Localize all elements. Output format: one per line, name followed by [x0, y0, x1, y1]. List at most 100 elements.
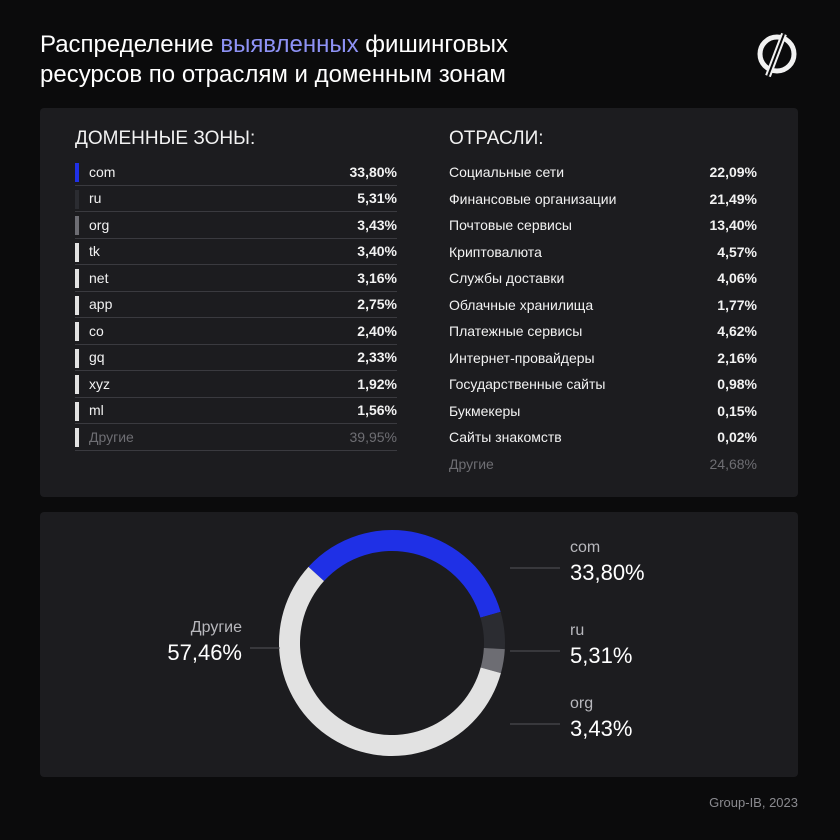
domain-name: ml [89, 402, 104, 419]
row-indicator [75, 216, 79, 235]
title-text: ресурсов по отраслям и доменным зонам [40, 61, 506, 88]
domain-row: gq 2,33% [75, 345, 397, 371]
domain-share: 3,43% [357, 216, 397, 233]
source: Group-IB, 2023 [709, 795, 798, 810]
domain-name: xyz [89, 375, 110, 392]
row-indicator [75, 375, 79, 394]
domain-row: xyz 1,92% [75, 371, 397, 398]
industry-share: 2,16% [717, 349, 757, 366]
row-indicator [75, 428, 79, 447]
title: Распределение выявленных фишинговых ресу… [40, 30, 508, 90]
slice-value: 5,31% [570, 643, 632, 668]
slice-label: Другие [191, 619, 242, 636]
industry-row: Государственные сайты 0,98% [449, 371, 757, 398]
domain-name: tk [89, 243, 100, 260]
title-text: фишинговых [365, 31, 508, 58]
industry-name: Платежные сервисы [449, 323, 583, 340]
row-indicator [75, 401, 79, 421]
title-text: Распределение [40, 31, 214, 58]
title-highlight: выявленных [220, 31, 359, 58]
industry-share: 21,49% [709, 190, 757, 207]
domain-row: app 2,75% [75, 292, 397, 318]
industry-share: 0,02% [717, 429, 757, 446]
domain-name: app [89, 296, 113, 313]
domain-row: org 3,43% [75, 212, 397, 239]
row-indicator [75, 295, 79, 315]
industry-row: Финансовые организации 21,49% [449, 186, 757, 213]
industry-name: Интернет-провайдеры [449, 349, 595, 366]
domain-share: 2,33% [357, 349, 397, 366]
donut-segment [480, 611, 506, 650]
slice-value: 33,80% [570, 560, 645, 585]
donut-segment [480, 648, 505, 674]
industry-share: 22,09% [709, 164, 757, 181]
domain-share: 33,80% [349, 163, 397, 180]
slice-value: 57,46% [167, 640, 242, 665]
row-indicator [75, 269, 79, 288]
industry-row: Другие 24,68% [449, 451, 757, 478]
industry-name: Криптовалюта [449, 243, 542, 260]
domain-row: co 2,40% [75, 318, 397, 345]
domain-share: 3,40% [357, 243, 397, 260]
logo [757, 32, 797, 78]
row-indicator [75, 242, 79, 262]
domain-name: net [89, 269, 109, 286]
domain-row: Другие 39,95% [75, 424, 397, 451]
industry-row: Интернет-провайдеры 2,16% [449, 345, 757, 372]
row-indicator [75, 163, 79, 182]
row-indicator [75, 322, 79, 341]
row-indicator [75, 189, 79, 209]
industry-name: Финансовые организации [449, 190, 617, 207]
slice-label: org [570, 695, 593, 712]
industry-name: Почтовые сервисы [449, 217, 572, 234]
industry-row: Букмекеры 0,15% [449, 398, 757, 425]
industry-share: 13,40% [709, 217, 757, 234]
industry-name: Облачные хранилища [449, 296, 594, 313]
industry-share: 4,62% [717, 323, 757, 340]
domain-name: org [89, 216, 110, 233]
industry-row: Службы доставки 4,06% [449, 265, 757, 292]
domain-share: 1,56% [357, 402, 397, 419]
chart-panel: com 33,80% ru 5,31% org 3,43% Другие 57,46% [40, 512, 798, 777]
domain-row: net 3,16% [75, 265, 397, 292]
industry-share: 1,77% [717, 296, 757, 313]
industry-row: Почтовые сервисы 13,40% [449, 212, 757, 239]
slice-value: 3,43% [570, 716, 632, 741]
domain-row: com 33,80% [75, 159, 397, 186]
industries-heading: ОТРАСЛИ: [449, 128, 544, 149]
domain-name: Другие [89, 428, 134, 445]
domain-share: 2,75% [357, 296, 397, 313]
domain-row: ru 5,31% [75, 186, 397, 212]
industry-name: Букмекеры [449, 402, 521, 419]
industry-name: Другие [449, 455, 494, 472]
domain-name: ru [89, 190, 102, 207]
donut-chart: com 33,80% ru 5,31% org 3,43% Другие 57,46% [167, 530, 645, 757]
industry-share: 24,68% [709, 455, 757, 472]
industry-name: Социальные сети [449, 164, 565, 181]
domain-share: 5,31% [357, 190, 397, 207]
industry-share: 4,06% [717, 270, 757, 287]
domain-row: tk 3,40% [75, 239, 397, 265]
domain-share: 39,95% [349, 428, 397, 445]
industry-share: 4,57% [717, 243, 757, 260]
donut-segment [278, 566, 501, 757]
industry-row: Криптовалюта 4,57% [449, 239, 757, 266]
domain-share: 3,16% [357, 269, 397, 286]
row-indicator [75, 348, 79, 368]
donut-segment [308, 530, 501, 618]
domain-name: gq [89, 349, 105, 366]
industry-name: Сайты знакомств [449, 429, 562, 446]
industry-share: 0,98% [717, 376, 757, 393]
industry-row: Социальные сети 22,09% [449, 159, 757, 186]
domains-heading: ДОМЕННЫЕ ЗОНЫ: [75, 128, 256, 149]
industry-name: Службы доставки [449, 270, 565, 287]
tables-panel: ДОМЕННЫЕ ЗОНЫ: ОТРАСЛИ: com 33,80% ru 5,31%… [40, 108, 798, 497]
slice-label: com [570, 539, 600, 556]
domain-share: 1,92% [357, 375, 397, 392]
slice-label: ru [570, 622, 584, 639]
industry-share: 0,15% [717, 402, 757, 419]
domain-row: ml 1,56% [75, 398, 397, 424]
industry-name: Государственные сайты [449, 376, 606, 393]
domain-name: com [89, 163, 116, 180]
